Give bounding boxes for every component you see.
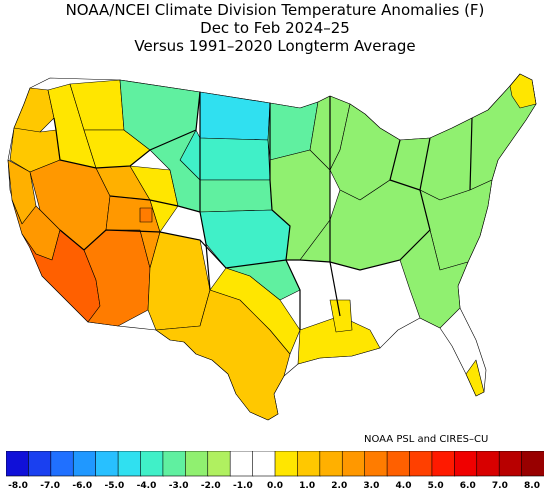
color-scale-swatch [207, 451, 231, 477]
color-scale-tick-label: -7.0 [40, 481, 60, 491]
color-scale-tick-label: -4.0 [136, 481, 157, 491]
color-scale-swatch [431, 451, 456, 477]
map-title-line-1: NOAA/NCEI Climate Division Temperature A… [65, 1, 485, 19]
color-scale-swatch [185, 451, 209, 477]
color-scale-bar [6, 451, 544, 477]
division-new-mexico [147, 231, 211, 331]
color-scale-swatch [498, 451, 523, 477]
division-north-dakota [199, 91, 271, 141]
color-scale-swatch [521, 451, 544, 477]
color-scale-tick-label: 5.0 [427, 481, 444, 491]
color-scale-swatch [341, 451, 366, 477]
color-scale-swatch [50, 451, 75, 477]
color-scale-swatch [386, 451, 411, 477]
color-scale-swatch [319, 451, 344, 477]
division-lower-ms [329, 299, 353, 333]
color-scale-tick-label: 0.0 [267, 481, 283, 491]
color-scale-tick-label: -3.0 [168, 481, 189, 491]
climate-divisions [7, 73, 537, 421]
color-scale-tick-label: -8.0 [8, 481, 28, 491]
color-scale-swatch [454, 451, 478, 477]
data-credit: NOAA PSL and CIRES–CU [364, 434, 489, 445]
color-scale-swatch [162, 451, 187, 477]
color-scale-tick-label: -1.0 [233, 481, 253, 491]
color-scale-swatch [229, 451, 254, 477]
division-florida-tip [465, 359, 485, 397]
color-scale-swatch [476, 451, 500, 477]
color-scale-swatch [409, 451, 433, 477]
color-scale-swatch [28, 451, 52, 477]
color-scale-swatch [6, 451, 30, 477]
color-scale-tick-label: 4.0 [395, 481, 412, 491]
color-scale-swatch [72, 451, 97, 477]
state-borders [53, 91, 473, 330]
color-scale-tick-label: -5.0 [104, 481, 125, 491]
color-scale-tick-label: 8.0 [524, 481, 540, 491]
map-title-line-2: Dec to Feb 2024–25 [200, 19, 350, 37]
map-title-line-3: Versus 1991–2020 Longterm Average [134, 37, 416, 55]
color-scale-tick-label: -6.0 [72, 481, 93, 491]
division-maine [509, 73, 537, 109]
color-scale-swatch [297, 451, 321, 477]
color-scale-swatch [95, 451, 119, 477]
color-scale-tick-label: 1.0 [299, 481, 316, 491]
anomaly-map [7, 73, 537, 421]
color-scale-swatch [252, 451, 276, 477]
color-scale-tick-label: 3.0 [363, 481, 380, 491]
division-colorado-west [129, 165, 179, 233]
color-scale-swatch [364, 451, 388, 477]
division-colorado-hot [139, 207, 153, 223]
color-scale-tick-label: 7.0 [491, 481, 508, 491]
color-scale-swatch [117, 451, 142, 477]
color-scale-tick-label: 2.0 [331, 481, 348, 491]
color-scale-tick-label: -2.0 [200, 481, 221, 491]
division-southeast [399, 229, 469, 329]
color-scale-swatch [140, 451, 164, 477]
color-scale-swatch [274, 451, 299, 477]
color-scale-tick-label: 6.0 [459, 481, 476, 491]
